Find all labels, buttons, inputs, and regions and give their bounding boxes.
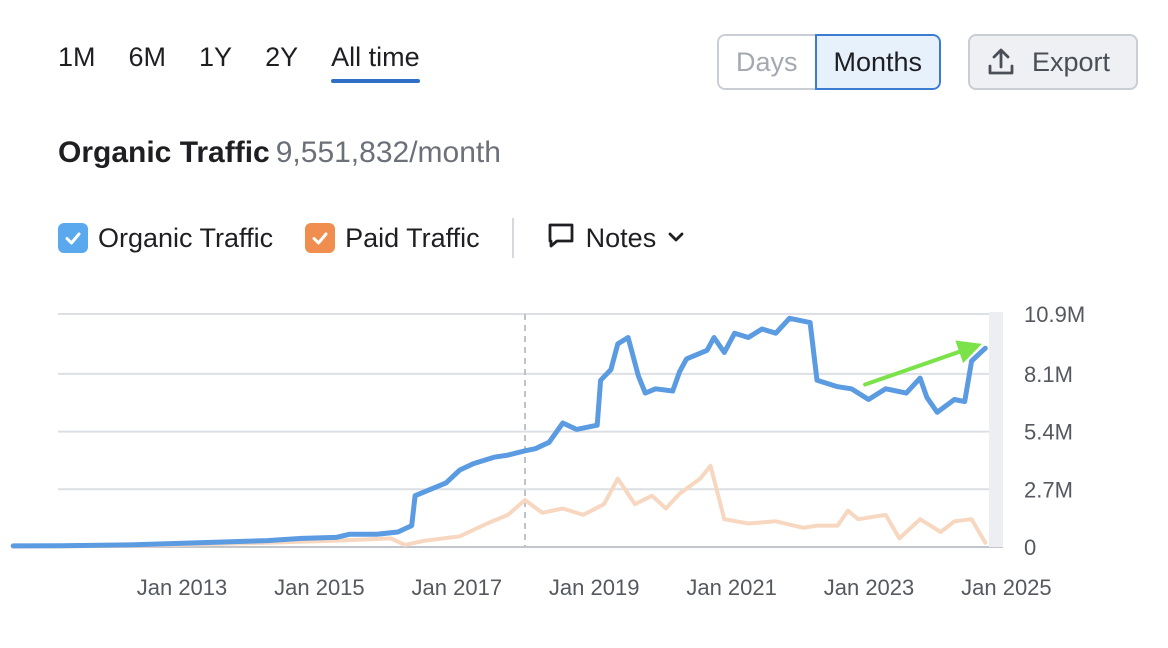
x-tick-label: Jan 2023 [824, 575, 915, 600]
y-tick-label: 0 [1024, 535, 1036, 560]
arrow-shaft [863, 349, 962, 387]
range-tab-all-time[interactable]: All time [331, 42, 420, 83]
legend-paid-traffic[interactable]: Paid Traffic [305, 223, 480, 254]
paid-legend-label: Paid Traffic [345, 222, 480, 253]
organic-legend-label: Organic Traffic [98, 222, 274, 253]
x-tick-label: Jan 2025 [961, 575, 1052, 600]
granularity-toggle: Days Months [717, 34, 942, 90]
chart-legend: Organic Traffic Paid Traffic Notes [58, 218, 686, 258]
metric-name: Organic Traffic [58, 136, 270, 169]
chevron-down-icon [666, 223, 686, 254]
x-tick-label: Jan 2019 [549, 575, 640, 600]
x-tick-label: Jan 2021 [686, 575, 777, 600]
export-label: Export [1032, 46, 1111, 77]
notes-label: Notes [585, 222, 657, 253]
organic-checkbox[interactable] [58, 223, 88, 253]
traffic-chart: 10.9M8.1M5.4M2.7M0 Jan 2013 Jan 2015 Jan 2… [10, 302, 1085, 600]
y-tick-label: 5.4M [1024, 420, 1073, 445]
trend-arrow [863, 340, 982, 387]
y-tick-label: 2.7M [1024, 477, 1073, 502]
y-tick-label: 10.9M [1024, 302, 1085, 327]
x-tick-label: Jan 2017 [412, 575, 503, 600]
y-axis-labels: 10.9M 8.1M 5.4M 2.7M 0 [1024, 302, 1085, 560]
paid-traffic-line [11, 463, 988, 549]
check-icon [65, 232, 81, 245]
arrow-head [955, 340, 982, 364]
comment-icon [546, 220, 576, 257]
legend-organic-traffic[interactable]: Organic Traffic [58, 223, 273, 254]
check-icon [312, 232, 328, 245]
days-button[interactable]: Days [717, 34, 815, 90]
x-axis-labels: Jan 2013 Jan 2015 Jan 2017 Jan 2019 Jan 2021… [137, 575, 1052, 600]
date-range-tabs: 1M 6M 1Y 2Y All time [58, 42, 453, 83]
y-tick-label: 8.1M [1024, 362, 1073, 387]
grid-lines [58, 313, 1003, 548]
range-tab-1m[interactable]: 1M [58, 42, 96, 72]
months-button[interactable]: Months [814, 34, 942, 90]
metric-value: 9,551,832/month [275, 136, 501, 169]
organic-traffic-line [10, 315, 988, 549]
upload-icon [986, 47, 1016, 77]
hover-column [989, 312, 1003, 547]
legend-divider [511, 218, 514, 258]
x-tick-label: Jan 2013 [137, 575, 228, 600]
range-tab-2y[interactable]: 2Y [265, 42, 299, 72]
export-button[interactable]: Export [968, 34, 1138, 90]
notes-dropdown[interactable]: Notes [546, 220, 687, 257]
x-tick-label: Jan 2015 [274, 575, 365, 600]
page-title: Organic Traffic 9,551,832/month [58, 136, 501, 170]
paid-checkbox[interactable] [305, 223, 336, 253]
range-tab-6m[interactable]: 6M [128, 42, 167, 72]
range-tab-1y[interactable]: 1Y [199, 42, 233, 72]
